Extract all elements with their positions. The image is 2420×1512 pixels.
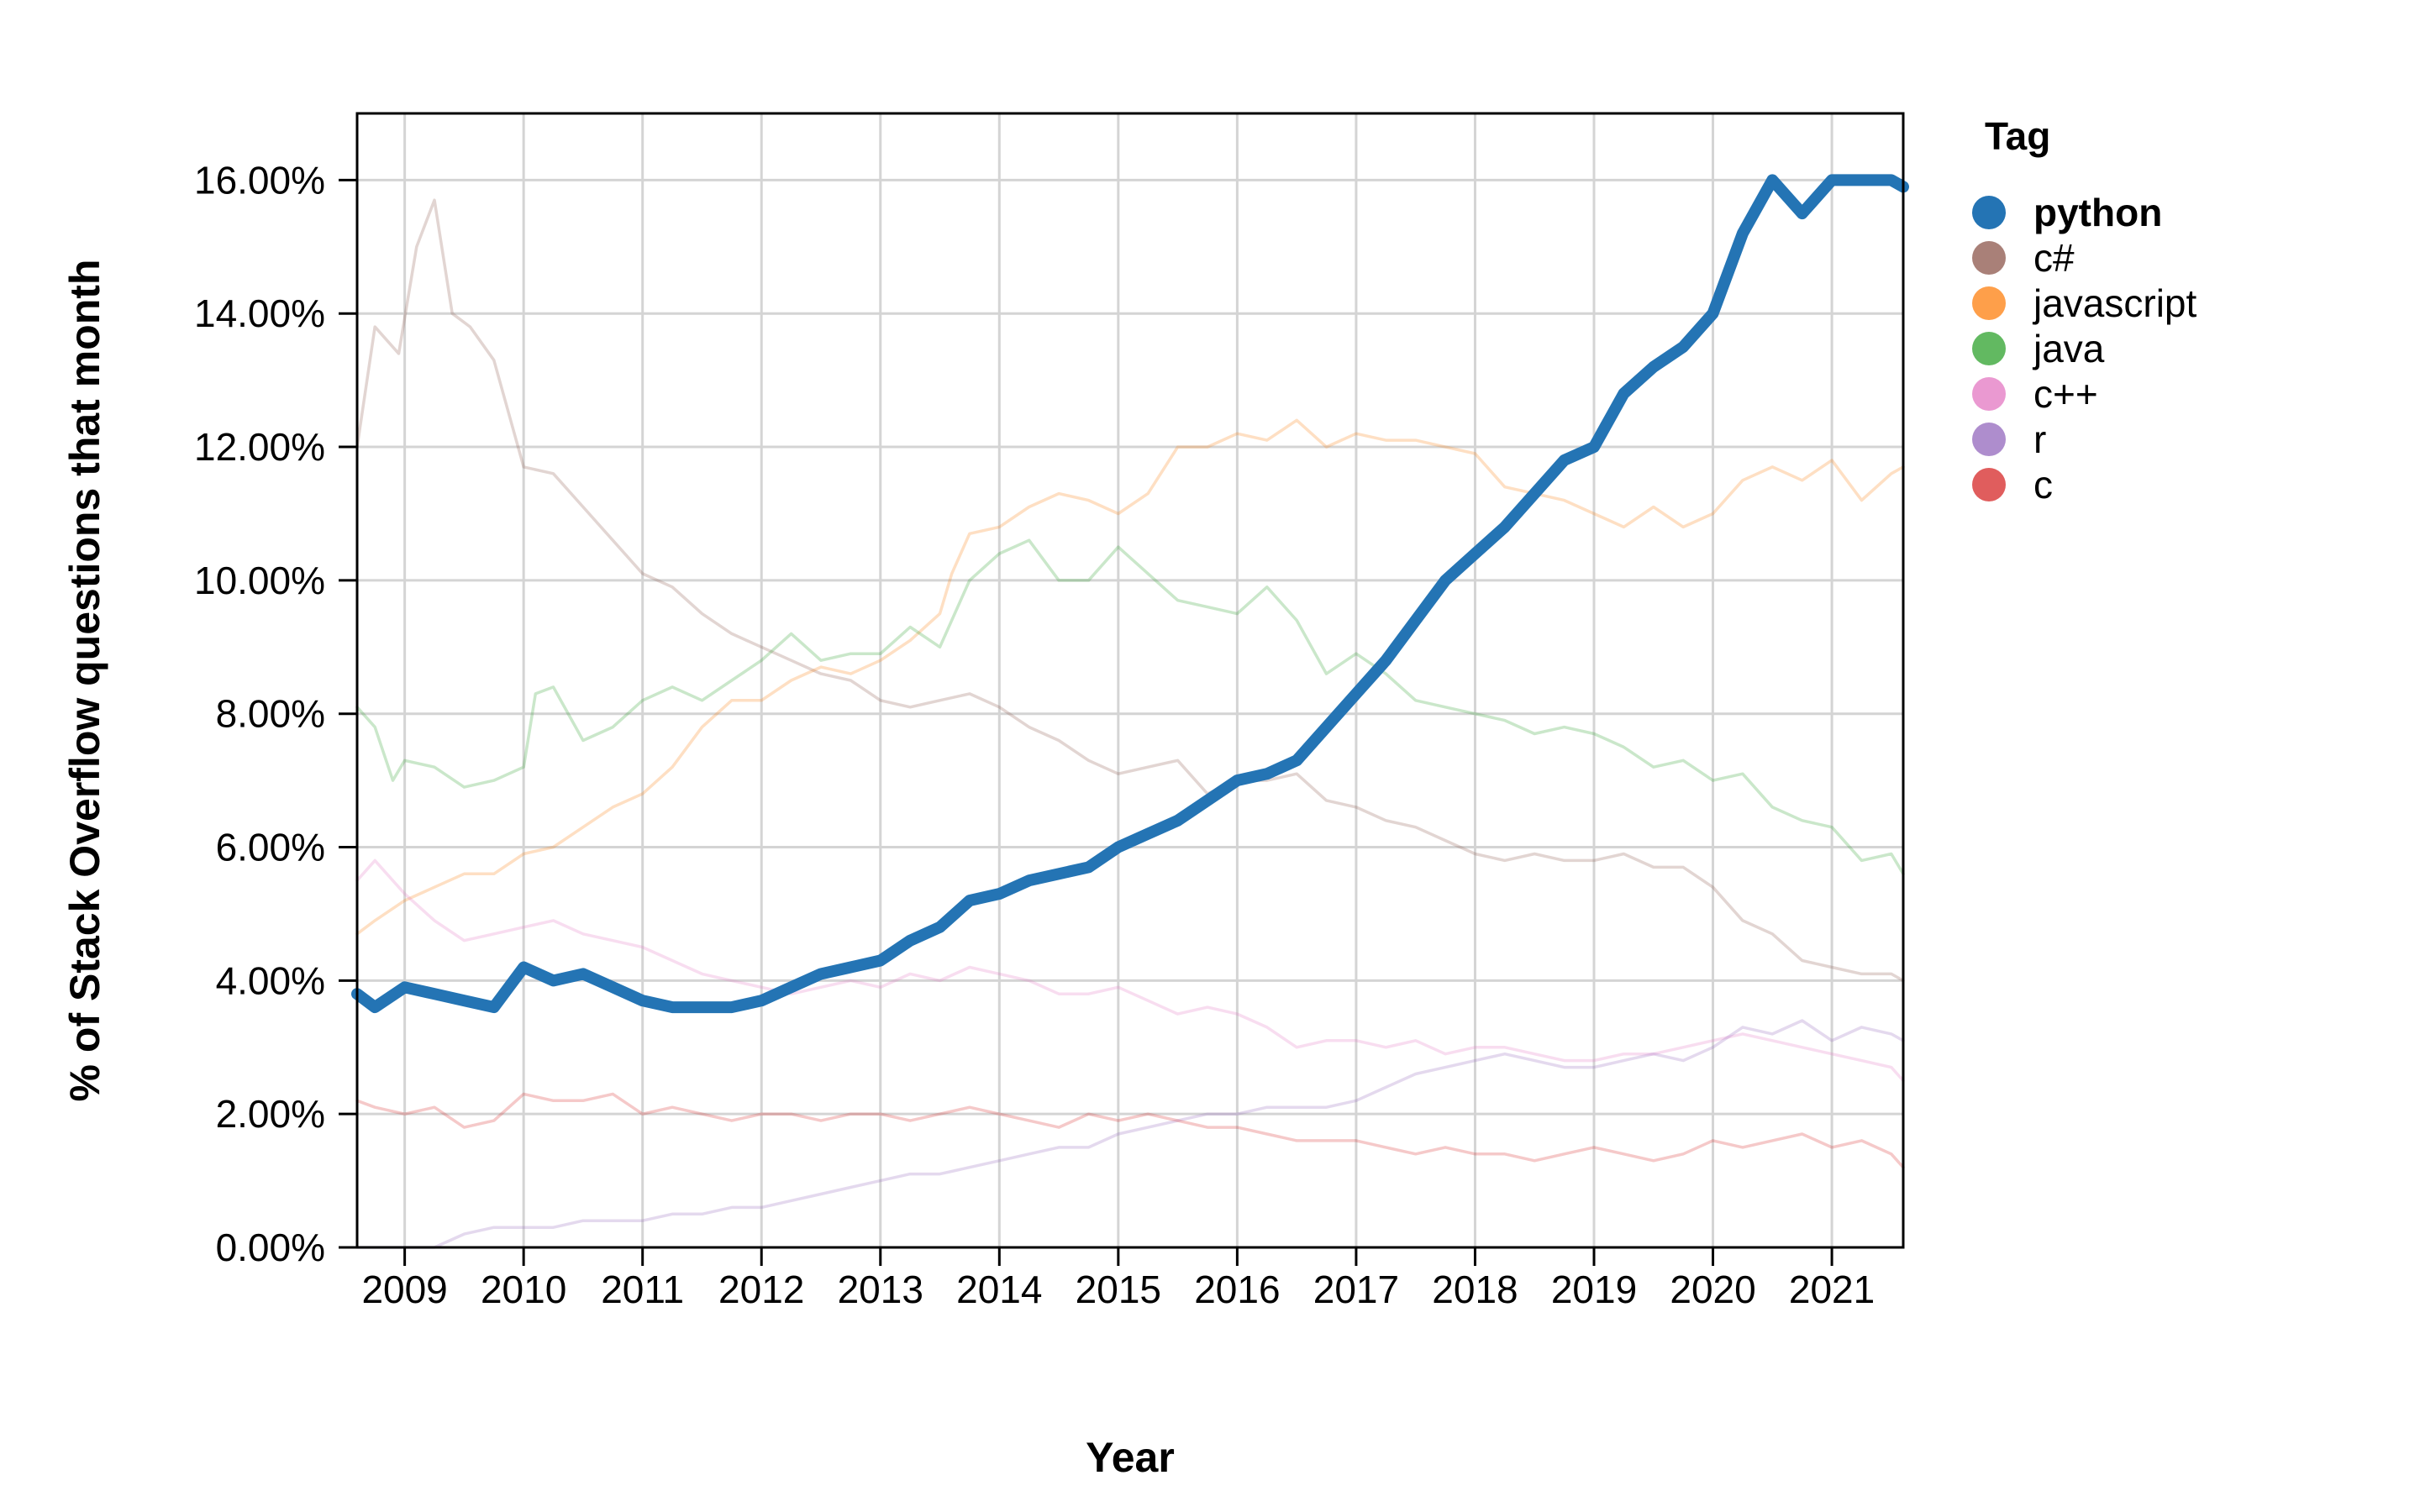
x-axis-title: Year: [1086, 1434, 1175, 1481]
legend-swatch-c-[interactable]: [1972, 377, 2006, 411]
x-tick-label: 2012: [718, 1268, 804, 1311]
y-tick-label: 4.00%: [216, 958, 325, 1002]
plot-frame: [355, 112, 1905, 1249]
x-tick-label: 2020: [1670, 1268, 1755, 1311]
series-line-c[interactable]: [355, 1092, 1905, 1169]
x-axis-ticks: 2009 2010 2011 2012 2013 2014 2015 2016 2017 2018…: [361, 1247, 1875, 1311]
axes: [355, 112, 1905, 1249]
y-axis-ticks: 0.00% 2.00% 4.00% 6.00% 8.00% 10.00% 12.00% 14.…: [194, 158, 357, 1269]
legend-label-java[interactable]: java: [2032, 327, 2105, 370]
y-tick-label: 14.00%: [194, 291, 325, 335]
legend-swatch-c-[interactable]: [1972, 241, 2006, 275]
y-tick-label: 2.00%: [216, 1092, 325, 1136]
legend-swatch-c[interactable]: [1972, 468, 2006, 501]
plot-background: [357, 113, 1903, 1247]
y-tick-label: 16.00%: [194, 158, 325, 202]
series-line-python[interactable]: [351, 174, 1909, 1014]
series-line-r[interactable]: [355, 1019, 1905, 1249]
legend-swatch-r[interactable]: [1972, 423, 2006, 456]
legend-label-javascript[interactable]: javascript: [2032, 281, 2197, 325]
x-tick-label: 2015: [1076, 1268, 1161, 1311]
series-lines: [351, 174, 1909, 1249]
x-tick-label: 2019: [1551, 1268, 1637, 1311]
x-tick-label: 2017: [1313, 1268, 1399, 1311]
x-tick-label: 2014: [956, 1268, 1042, 1311]
x-tick-label: 2013: [838, 1268, 923, 1311]
x-tick-label: 2021: [1789, 1268, 1875, 1311]
y-tick-label: 6.00%: [216, 826, 325, 869]
legend-swatch-python[interactable]: [1972, 196, 2006, 229]
series-line-javascript[interactable]: [355, 418, 1905, 936]
legend-label-c[interactable]: c: [2033, 463, 2053, 507]
x-tick-label: 2018: [1432, 1268, 1518, 1311]
y-tick-label: 8.00%: [216, 692, 325, 736]
y-tick-label: 0.00%: [216, 1226, 325, 1269]
y-axis-title: % of Stack Overflow questions that month: [61, 260, 108, 1102]
x-tick-label: 2009: [361, 1268, 447, 1311]
series-line-c-[interactable]: [355, 198, 1905, 983]
x-tick-label: 2010: [481, 1268, 566, 1311]
legend-label-r[interactable]: r: [2033, 417, 2046, 461]
series-line-c-[interactable]: [355, 858, 1905, 1083]
y-tick-label: 10.00%: [194, 559, 325, 602]
x-tick-label: 2011: [601, 1268, 684, 1311]
legend-label-c-[interactable]: c++: [2033, 372, 2098, 416]
legend-title: Tag: [1985, 114, 2050, 158]
legend-label-c-[interactable]: c#: [2033, 236, 2075, 280]
series-line-java[interactable]: [355, 538, 1905, 876]
y-tick-label: 12.00%: [194, 425, 325, 469]
legend-label-python[interactable]: python: [2033, 191, 2162, 234]
legend-swatch-java[interactable]: [1972, 332, 2006, 365]
x-tick-label: 2016: [1194, 1268, 1280, 1311]
legend-swatch-javascript[interactable]: [1972, 286, 2006, 320]
